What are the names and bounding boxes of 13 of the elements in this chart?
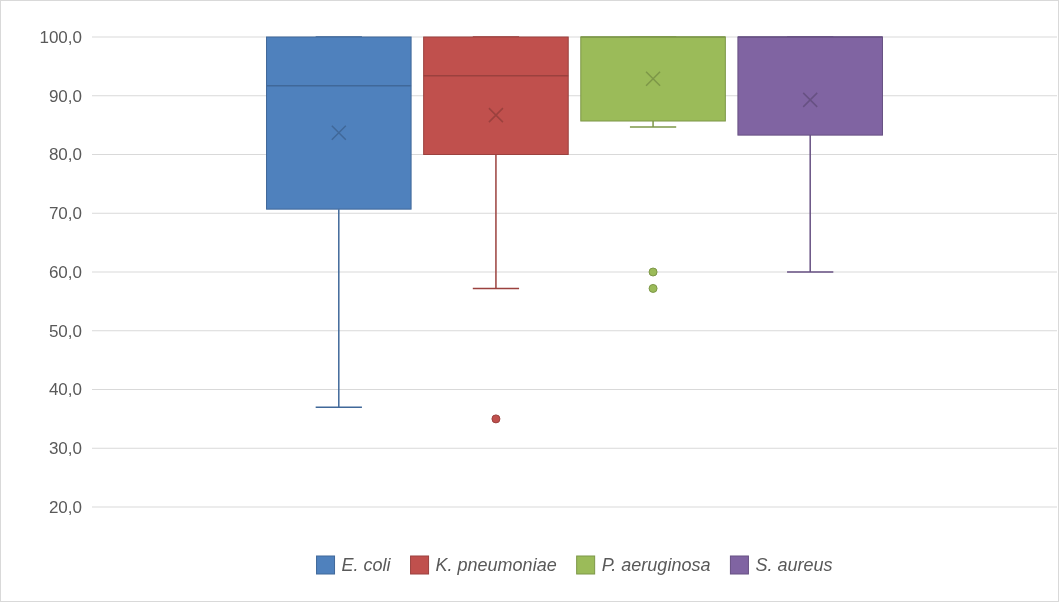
legend-label: E. coli xyxy=(341,555,392,575)
y-tick-label: 70,0 xyxy=(48,204,82,224)
y-tick-label: 80,0 xyxy=(48,145,82,165)
legend-label: P. aeruginosa xyxy=(601,555,711,575)
y-tick-label: 60,0 xyxy=(48,262,82,282)
y-tick-label: 50,0 xyxy=(48,321,82,341)
legend-label: K. pneumoniae xyxy=(435,555,557,575)
y-tick-label: 30,0 xyxy=(48,439,82,459)
legend-label: S. aureus xyxy=(755,555,833,575)
y-tick-label: 100,0 xyxy=(39,27,82,47)
y-tick-label: 90,0 xyxy=(48,86,82,106)
y-tick-label: 20,0 xyxy=(48,497,82,517)
y-tick-label: 40,0 xyxy=(48,380,82,400)
